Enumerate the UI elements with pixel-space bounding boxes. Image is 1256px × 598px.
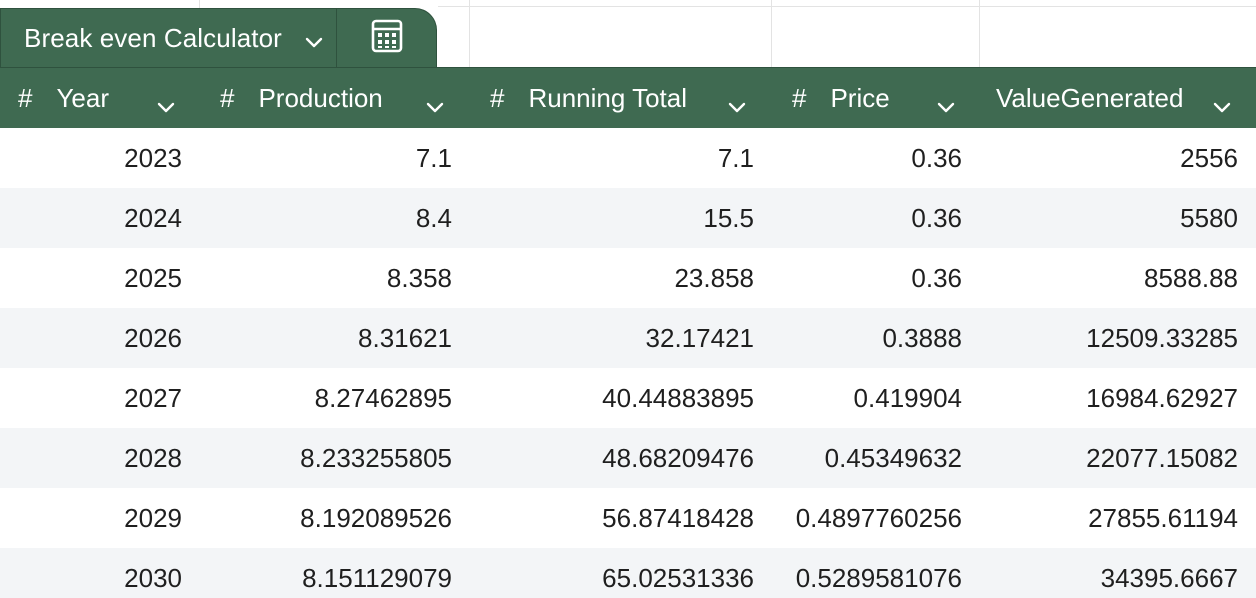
cell-price[interactable]: 0.419904	[853, 383, 962, 413]
cell-price[interactable]: 0.45349632	[824, 443, 962, 473]
cell-production[interactable]: 8.233255805	[300, 443, 452, 473]
cell-value-generated[interactable]: 12509.33285	[1086, 323, 1238, 353]
table-row: 2026 8.31621 32.17421 0.3888 12509.33285	[0, 308, 1256, 368]
cell-value-generated[interactable]: 8588.88	[1144, 263, 1238, 293]
chevron-down-icon[interactable]	[425, 90, 445, 121]
grid-line	[199, 0, 200, 8]
cell-year[interactable]: 2023	[124, 143, 182, 173]
cell-value-generated[interactable]: 5580	[1180, 203, 1238, 233]
chevron-down-icon[interactable]	[727, 90, 747, 121]
column-header-label: Production	[258, 82, 383, 113]
number-type-icon: #	[490, 82, 505, 113]
column-header-value-generated[interactable]: ValueGenerated	[996, 68, 1256, 128]
chevron-down-icon[interactable]	[1212, 90, 1232, 121]
cell-running-total[interactable]: 23.858	[674, 263, 754, 293]
cell-production[interactable]: 8.358	[386, 263, 452, 293]
chevron-down-icon[interactable]	[304, 25, 324, 56]
cell-year[interactable]: 2024	[124, 203, 182, 233]
column-header-running-total[interactable]: # Running Total	[490, 68, 772, 128]
cell-price[interactable]: 0.5289581076	[795, 563, 962, 593]
chevron-down-icon[interactable]	[936, 90, 956, 121]
cell-production[interactable]: 8.31621	[358, 323, 452, 353]
grid-line	[979, 0, 980, 68]
grid-line	[771, 0, 772, 68]
cell-running-total[interactable]: 40.44883895	[602, 383, 754, 413]
grid-line	[469, 0, 470, 68]
table-row: 2023 7.1 7.1 0.36 2556	[0, 128, 1256, 188]
cell-price[interactable]: 0.3888	[882, 323, 962, 353]
cell-year[interactable]: 2029	[124, 503, 182, 533]
cell-year[interactable]: 2028	[124, 443, 182, 473]
cell-value-generated[interactable]: 27855.61194	[1088, 503, 1238, 533]
column-header-year[interactable]: # Year	[18, 68, 200, 128]
number-type-icon: #	[18, 82, 33, 113]
table-row: 2028 8.233255805 48.68209476 0.45349632 …	[0, 428, 1256, 488]
table-row: 2029 8.192089526 56.87418428 0.489776025…	[0, 488, 1256, 548]
tab-divider	[336, 9, 337, 68]
table-header-row: # Year # Production # Running Total # Pr…	[0, 67, 1256, 128]
grid-line	[438, 6, 1256, 7]
column-header-label: Running Total	[528, 82, 687, 113]
cell-production[interactable]: 8.151129079	[302, 563, 452, 593]
cell-running-total[interactable]: 15.5	[703, 203, 754, 233]
column-header-label: ValueGenerated	[996, 82, 1184, 113]
table-name-tab: Break even Calculator	[0, 8, 437, 68]
cell-price[interactable]: 0.36	[911, 203, 962, 233]
cell-running-total[interactable]: 65.02531336	[602, 563, 754, 593]
cell-year[interactable]: 2025	[124, 263, 182, 293]
column-header-label: Year	[56, 82, 110, 113]
table-row: 2025 8.358 23.858 0.36 8588.88	[0, 248, 1256, 308]
cell-price[interactable]: 0.4897760256	[795, 503, 962, 533]
cell-production[interactable]: 7.1	[415, 143, 452, 173]
column-header-label: Price	[830, 82, 890, 113]
table-row: 2030 8.151129079 65.02531336 0.528958107…	[0, 548, 1256, 598]
chevron-down-icon[interactable]	[156, 90, 176, 121]
calculator-icon	[371, 19, 403, 58]
cell-price[interactable]: 0.36	[911, 143, 962, 173]
cell-value-generated[interactable]: 22077.15082	[1086, 443, 1238, 473]
cell-production[interactable]: 8.4	[415, 203, 452, 233]
number-type-icon: #	[220, 82, 235, 113]
table-body: 2023 7.1 7.1 0.36 2556 2024 8.4 15.5 0.3…	[0, 128, 1256, 598]
column-header-price[interactable]: # Price	[792, 68, 980, 128]
cell-year[interactable]: 2030	[124, 563, 182, 593]
cell-production[interactable]: 8.27462895	[314, 383, 452, 413]
table-name: Break even Calculator	[24, 23, 282, 53]
table-row: 2024 8.4 15.5 0.36 5580	[0, 188, 1256, 248]
cell-production[interactable]: 8.192089526	[300, 503, 452, 533]
cell-value-generated[interactable]: 2556	[1180, 143, 1238, 173]
number-type-icon: #	[792, 82, 807, 113]
column-header-production[interactable]: # Production	[220, 68, 470, 128]
cell-value-generated[interactable]: 34395.6667	[1100, 563, 1238, 593]
cell-running-total[interactable]: 7.1	[717, 143, 754, 173]
cell-value-generated[interactable]: 16984.62927	[1086, 383, 1238, 413]
cell-year[interactable]: 2027	[124, 383, 182, 413]
cell-running-total[interactable]: 56.87418428	[602, 503, 754, 533]
cell-price[interactable]: 0.36	[911, 263, 962, 293]
table-row: 2027 8.27462895 40.44883895 0.419904 169…	[0, 368, 1256, 428]
cell-running-total[interactable]: 48.68209476	[602, 443, 754, 473]
calculator-button[interactable]	[337, 9, 436, 68]
cell-running-total[interactable]: 32.17421	[645, 323, 754, 353]
table-name-dropdown[interactable]: Break even Calculator	[1, 9, 336, 68]
cell-year[interactable]: 2026	[124, 323, 182, 353]
